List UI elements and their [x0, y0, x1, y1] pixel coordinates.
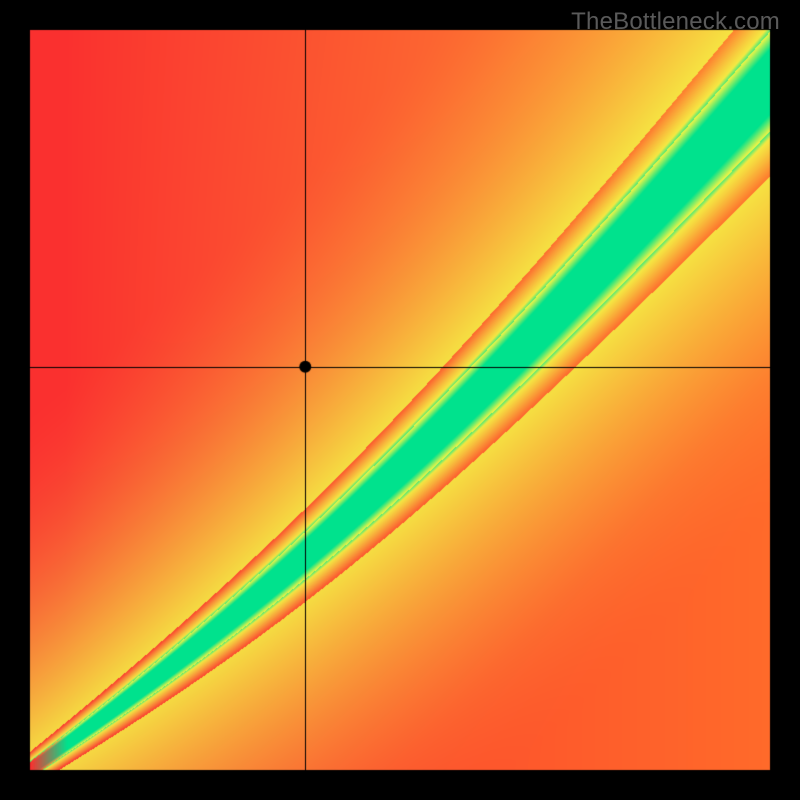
chart-container: TheBottleneck.com [0, 0, 800, 800]
watermark-text: TheBottleneck.com [571, 8, 780, 36]
heatmap-canvas [0, 0, 800, 800]
